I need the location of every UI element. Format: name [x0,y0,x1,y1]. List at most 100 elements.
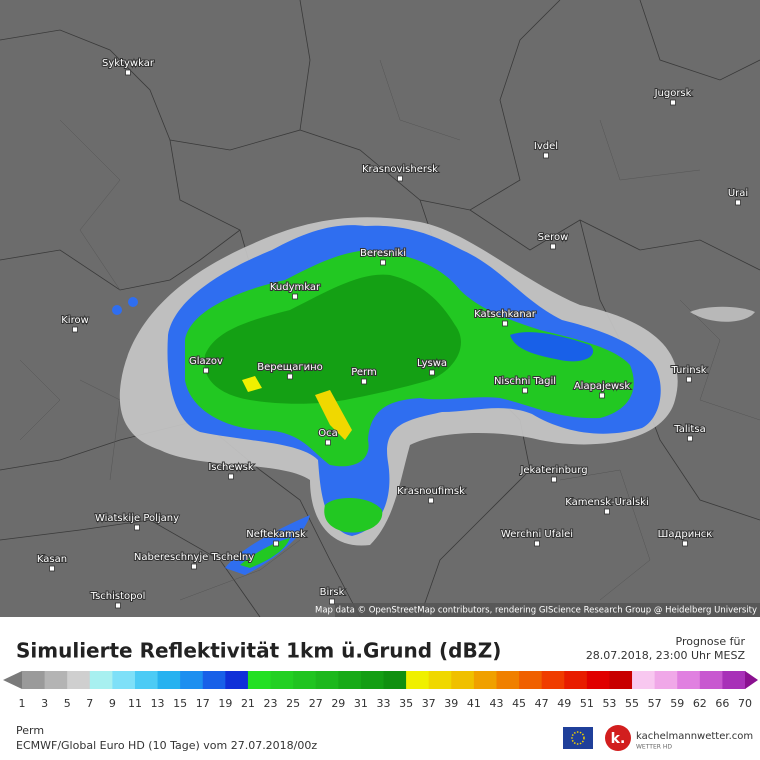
radar-echo [112,217,755,575]
city-marker [49,565,55,572]
city-label: Kamensk-Uralski [565,497,648,508]
scale-label: 66 [715,697,729,710]
city-marker [599,392,605,399]
scale-swatch [202,671,226,689]
city-label: Ivdel [534,141,558,152]
logo-circle [605,725,631,751]
city-marker [604,508,610,515]
scale-label: 45 [512,697,526,710]
scale-label: 19 [218,697,232,710]
scale-label: 21 [241,697,255,710]
scale-label: 55 [625,697,639,710]
city-label: Syktywkar [102,58,155,69]
scale-label: 59 [670,697,684,710]
city-label: Neftekamsk [246,529,306,540]
city-marker [325,439,331,446]
scale-swatch [699,671,723,689]
city-label: Kirow [61,315,89,326]
city-marker [134,524,140,531]
forecast-time: 28.07.2018, 23:00 Uhr MESZ [586,649,746,662]
scale-swatch [654,671,678,689]
city-marker [522,387,528,394]
color-scale: 1 3 5 7 9 11 13 15 17 19 21 23 25 27 29 31 33 35 37 39 41 43 4… [3,671,758,710]
scale-swatch [180,671,204,689]
scale-label: 17 [196,697,210,710]
scale-label: 47 [535,697,549,710]
scale-label: 3 [41,697,48,710]
scale-label: 15 [173,697,187,710]
attribution: Map data © OpenStreetMap contributors, r… [315,606,757,616]
city-marker [273,540,279,547]
city-label: Perm [351,367,377,378]
city-marker [428,497,434,504]
scale-label: 39 [444,697,458,710]
scale-label: 37 [422,697,436,710]
scale-label: 35 [399,697,413,710]
scale-swatch [293,671,317,689]
city-marker [191,563,197,570]
city-label: Werchni Ufalei [501,529,573,540]
city-marker [502,320,508,327]
city-marker [543,152,549,159]
scale-swatch [338,671,362,689]
location: Perm [16,724,44,737]
city-label: Krasnoufimsk [397,486,465,497]
eu-flag [563,727,593,749]
scale-label: 11 [128,697,142,710]
scale-swatch [315,671,339,689]
city-marker [203,367,209,374]
scale-swatch [564,671,588,689]
legend-panel: Simulierte Reflektivität 1km ü.Grund (dB… [3,635,758,752]
city-label: Kasan [37,554,67,565]
city-marker [115,602,121,609]
scale-label: 43 [489,697,503,710]
scale-over-arrow [745,671,758,689]
city-marker [380,259,386,266]
city-label: Urai [728,188,748,199]
scale-swatch [225,671,249,689]
scale-label: 1 [19,697,26,710]
city-label: Nischni Tagil [494,376,556,387]
scale-swatch [44,671,68,689]
scale-label: 41 [467,697,481,710]
scale-swatch [67,671,91,689]
city-marker [735,199,741,206]
scale-label: 5 [64,697,71,710]
scale-swatch [541,671,565,689]
scale-swatch [451,671,475,689]
city-label: Krasnovishersk [362,164,438,175]
scale-swatch [134,671,159,689]
attribution-bg [335,603,760,617]
scale-label: 51 [580,697,594,710]
scale-swatch [360,671,384,689]
scale-swatch [428,671,452,689]
scale-swatch [112,671,136,689]
scale-label: 29 [331,697,345,710]
title: Simulierte Reflektivität 1km ü.Grund (dB… [16,639,501,663]
city-label: Jekaterinburg [519,465,587,476]
map: Syktywkar Jugorsk Ivdel Krasnovishersk Urai S… [0,0,760,617]
forecast-label: Prognose für [676,635,746,648]
city-label: Ischewsk [208,462,254,473]
scale-swatch [609,671,633,689]
city-marker [287,373,293,380]
scale-swatch [157,671,181,689]
scale-label: 7 [86,697,93,710]
city-label: Шадринск [658,529,713,540]
scale-swatch [89,671,113,689]
city-marker [429,369,435,376]
scale-swatch [519,671,543,689]
city-label: Kudymkar [270,282,321,293]
scale-label: 49 [557,697,571,710]
scale-label: 33 [377,697,391,710]
city-marker [292,293,298,300]
scale-swatch [22,671,46,689]
city-label: Oca [318,428,338,439]
logo-text: k. [611,731,626,747]
city-label: Lyswa [417,358,447,369]
city-label: Katschkanar [474,309,537,320]
scale-swatch [383,671,407,689]
scale-label: 9 [109,697,116,710]
scale-label: 23 [264,697,278,710]
city-labels: Syktywkar Jugorsk Ivdel Krasnovishersk Urai S… [36,57,749,609]
